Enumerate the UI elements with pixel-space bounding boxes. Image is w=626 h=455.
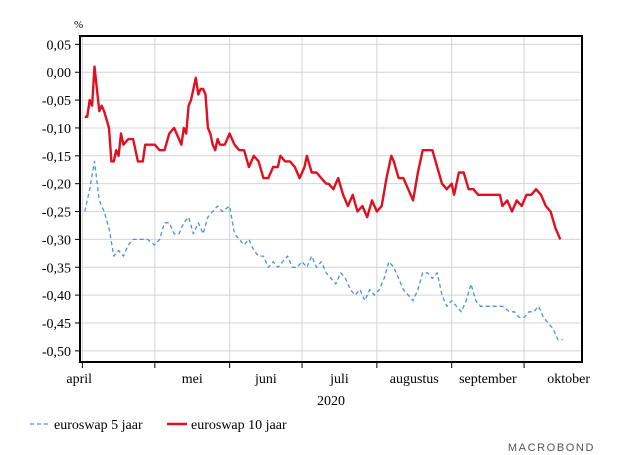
y-tick-label: -0,05 [42, 94, 71, 109]
series-line-euroswap-10-jaar [84, 65, 562, 240]
x-tick-label: juli [329, 372, 349, 387]
y-tick-label: -0,25 [42, 206, 71, 221]
y-tick-label: -0,40 [42, 289, 71, 304]
macrobond-logo: MACROBOND [508, 442, 595, 454]
y-tick-label: 0,05 [47, 38, 72, 53]
x-axis: april mei juni juli augustus september oktober [66, 362, 590, 387]
y-axis: 0,05 0,00 -0,05 -0,10 -0,15 -0,20 -0,25 -0,30 -0… [42, 38, 80, 360]
y-tick-label: -0,10 [42, 122, 71, 137]
legend: euroswap 5 jaar euroswap 10 jaar [30, 418, 287, 433]
legend-label: euroswap 10 jaar [191, 418, 287, 433]
x-axis-year-label: 2020 [317, 394, 345, 409]
legend-label: euroswap 5 jaar [54, 418, 143, 433]
y-tick-label: -0,50 [42, 345, 71, 360]
x-tick-label: september [459, 372, 517, 387]
macrobond-logo-text: MACROBOND [508, 442, 595, 454]
y-tick-label: -0,35 [42, 261, 71, 276]
x-tick-label: oktober [547, 372, 590, 387]
x-tick-label: augustus [390, 372, 439, 387]
y-tick-label: -0,30 [42, 233, 71, 248]
x-tick-label: april [66, 372, 92, 387]
y-tick-label: -0,20 [42, 178, 71, 193]
x-tick-label: mei [182, 372, 203, 387]
y-tick-label: -0,45 [42, 317, 71, 332]
plot-area [84, 65, 563, 341]
y-tick-label: 0,00 [47, 66, 72, 81]
legend-item: euroswap 5 jaar [30, 418, 143, 433]
y-axis-unit: % [74, 19, 83, 31]
y-tick-label: -0,15 [42, 150, 71, 165]
plot-frame [79, 35, 583, 363]
x-tick-label: juni [254, 372, 277, 387]
series-line-euroswap-5-jaar [84, 160, 563, 341]
legend-item: euroswap 10 jaar [167, 418, 287, 433]
gridlines [80, 36, 582, 362]
